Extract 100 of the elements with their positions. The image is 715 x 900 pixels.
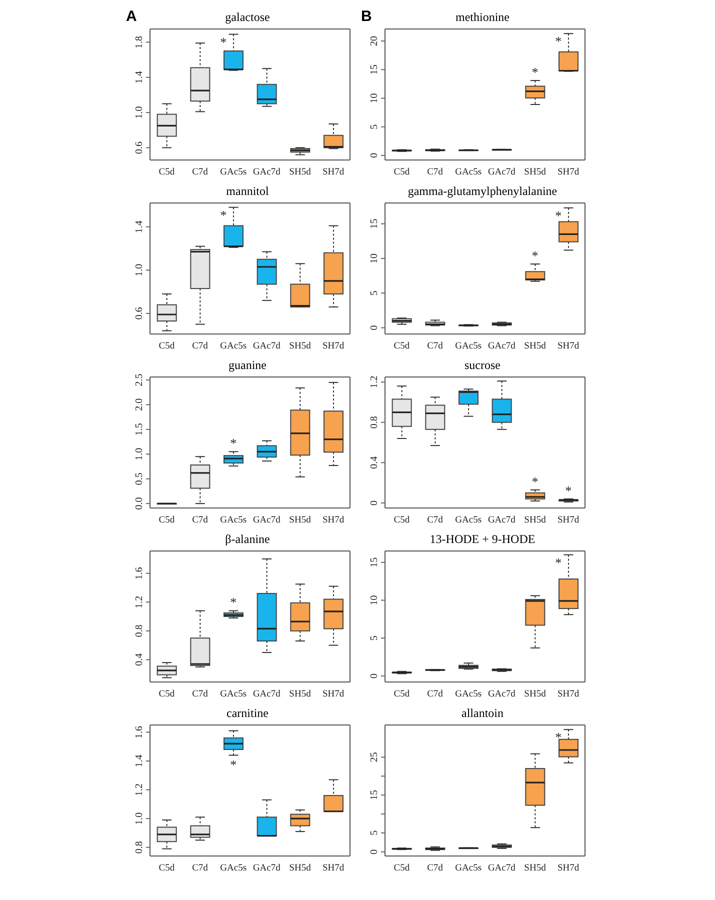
x-tick-label: C5d <box>158 168 175 178</box>
x-tick-label: C7d <box>427 864 444 874</box>
chart-title: guanine <box>228 357 268 374</box>
x-tick-label: C5d <box>394 864 410 874</box>
chart-title: allantoin <box>460 705 504 722</box>
y-tick-label: 1.8 <box>134 36 145 48</box>
y-tick-label: 1.2 <box>369 376 380 388</box>
x-tick-label: C7d <box>192 342 208 352</box>
y-tick-label: 0.4 <box>369 456 380 469</box>
x-tick-label: C5d <box>158 342 175 352</box>
y-tick-label: 0.4 <box>134 653 145 666</box>
y-tick-label: 0.8 <box>134 841 145 854</box>
x-tick-label: GAc5s <box>220 690 247 700</box>
y-tick-label: 5 <box>369 124 380 130</box>
x-tick-label: SH7d <box>322 342 344 352</box>
x-tick-label: GAc7d <box>252 690 281 700</box>
y-tick-label: 0.0 <box>134 497 145 510</box>
annotation: * <box>532 474 538 489</box>
y-tick-label: 10 <box>369 93 380 104</box>
x-tick-label: SH5d <box>524 342 546 352</box>
annotation: * <box>532 248 538 263</box>
text: B <box>361 8 372 25</box>
x-tick-label: SH5d <box>289 342 312 352</box>
x-tick-label: GAc5s <box>455 168 482 178</box>
x-tick-label: SH7d <box>322 516 344 526</box>
y-tick-label: 1.2 <box>134 596 145 608</box>
y-tick-label: 0 <box>369 325 380 330</box>
annotation: * <box>555 730 562 745</box>
y-tick-label: 20 <box>369 36 380 46</box>
x-tick-label: GAc7d <box>252 342 281 352</box>
y-tick-label: 2.5 <box>134 374 145 386</box>
y-tick-label: 1.6 <box>134 726 145 738</box>
annotation: * <box>230 594 237 610</box>
y-tick-label: 10 <box>369 595 380 606</box>
x-tick-label: GAc5s <box>455 342 482 352</box>
x-tick-label: SH7d <box>558 168 580 178</box>
x-tick-label: GAc7d <box>488 168 516 178</box>
annotation: * <box>555 554 562 570</box>
x-tick-label: GAc5s <box>455 690 482 700</box>
x-tick-label: C7d <box>427 516 444 526</box>
y-tick-label: 2.0 <box>134 398 145 411</box>
x-tick-label: C7d <box>427 168 444 178</box>
y-tick-label: 0.5 <box>134 472 145 486</box>
annotation: * <box>230 436 237 451</box>
y-tick-label: 0.8 <box>369 416 380 429</box>
x-tick-label: GAc5s <box>455 864 482 874</box>
annotation: * <box>555 34 562 49</box>
y-tick-label: 1.4 <box>134 71 145 84</box>
y-tick-label: 1.0 <box>134 448 145 460</box>
y-tick-label: 15 <box>369 218 380 229</box>
x-tick-label: SH5d <box>289 168 312 178</box>
x-tick-label: GAc5s <box>220 516 247 526</box>
y-tick-label: 1.5 <box>134 423 145 436</box>
y-tick-label: 5 <box>369 290 380 296</box>
x-tick-label: SH7d <box>322 168 344 178</box>
text: A <box>126 8 137 25</box>
y-tick-label: 15 <box>369 64 380 75</box>
x-tick-label: SH7d <box>322 690 344 700</box>
chart-title: 13-HODE + 9-HODE <box>428 531 536 548</box>
x-tick-label: SH5d <box>289 690 312 700</box>
x-tick-label: GAc5s <box>220 864 247 874</box>
x-tick-label: C5d <box>158 690 175 700</box>
y-tick-label: 0.6 <box>134 141 145 154</box>
x-tick-label: C7d <box>192 516 208 526</box>
x-tick-label: SH5d <box>524 168 546 178</box>
x-tick-label: GAc5s <box>220 168 247 178</box>
x-tick-label: GAc7d <box>252 864 281 874</box>
x-tick-label: GAc7d <box>488 342 516 352</box>
y-tick-label: 0 <box>369 673 380 678</box>
x-tick-label: GAc7d <box>488 690 516 700</box>
x-tick-label: GAc5s <box>455 516 482 526</box>
y-tick-label: 1.4 <box>134 754 145 768</box>
annotation: * <box>565 482 572 498</box>
x-tick-label: SH5d <box>289 864 312 874</box>
x-tick-label: C5d <box>394 168 410 178</box>
y-tick-label: 1.4 <box>134 220 145 234</box>
annotation: * <box>230 757 237 772</box>
annotation: * <box>220 207 227 222</box>
annotation: * <box>555 208 562 223</box>
chart-title: carnitine <box>226 705 270 722</box>
y-tick-label: 5 <box>369 830 380 836</box>
x-tick-label: GAc5s <box>220 342 247 352</box>
x-tick-label: SH7d <box>322 864 344 874</box>
chart-title: β-alanine <box>224 531 271 548</box>
x-tick-label: C5d <box>158 864 175 874</box>
y-tick-label: 10 <box>369 253 380 264</box>
chart-title: mannitol <box>225 183 270 200</box>
x-tick-label: C7d <box>192 690 208 700</box>
x-tick-label: SH7d <box>558 342 580 352</box>
y-tick-label: 1.0 <box>134 812 145 825</box>
annotation: * <box>532 64 538 80</box>
y-tick-label: 1.0 <box>134 264 145 276</box>
x-tick-label: SH7d <box>558 690 580 700</box>
x-tick-label: GAc7d <box>488 864 516 874</box>
y-tick-label: 0 <box>369 500 380 506</box>
x-tick-label: C7d <box>427 342 444 352</box>
x-tick-label: C5d <box>394 516 410 526</box>
x-tick-label: C7d <box>192 864 208 874</box>
y-tick-label: 0.6 <box>134 307 145 320</box>
x-tick-label: C7d <box>192 168 208 178</box>
